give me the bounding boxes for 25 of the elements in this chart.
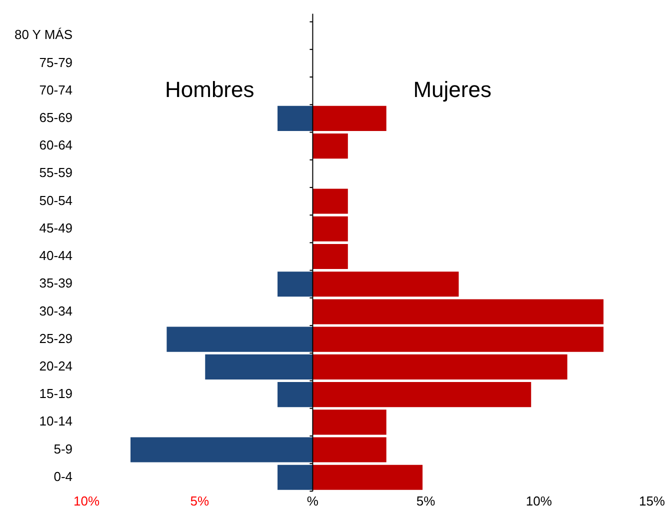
y-tick-label: 5-9 [54,441,73,456]
x-tick-label: 10% [74,494,100,509]
y-tick-label: 10-14 [39,414,73,429]
x-tick-label: % [306,494,319,509]
y-tick-label: 25-29 [39,330,73,346]
y-tick-label: 15-19 [39,386,73,402]
y-tick-label: 45-49 [39,220,73,236]
y-tick-label: 30-34 [39,303,73,318]
y-tick-label: 20-24 [39,358,73,374]
y-tick-label: 70-74 [39,82,73,98]
series-label: Hombres [164,76,254,102]
y-tick-label: 80 Y MÁS [14,27,73,42]
x-tick-label: 10% [526,494,552,509]
y-tick-label: 50-54 [39,192,73,208]
y-tick-label: 60-64 [39,138,73,153]
series-label: Mujeres [413,76,492,102]
y-tick-label: 65-69 [39,110,73,126]
y-tick-label: 0-4 [54,468,73,484]
x-tick-label: 5% [190,494,210,509]
x-tick-label: 15% [638,494,666,509]
y-tick-label: 55-59 [39,165,73,180]
x-tick-label: 5% [416,494,436,509]
y-tick-label: 35-39 [39,276,73,291]
y-tick-label: 40-44 [39,248,73,264]
y-tick-label: 75-79 [39,54,73,70]
